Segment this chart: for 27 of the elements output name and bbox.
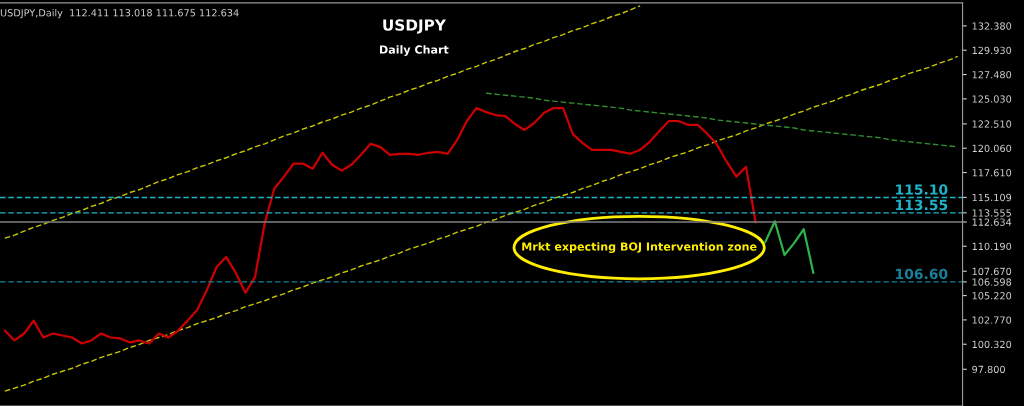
y-tick-label: 117.610 — [972, 169, 1012, 177]
annotation: USDJPY,Daily 112.411 113.018 111.675 112.634 — [0, 8, 239, 19]
y-tick-label: 129.930 — [972, 46, 1012, 55]
y-tick-label: 112.634 — [972, 218, 1012, 226]
y-tick-label: 127.480 — [972, 71, 1012, 79]
annotation: Mrkt expecting BOJ Intervention zone — [522, 242, 757, 253]
y-tick-label: 106.598 — [972, 278, 1012, 286]
y-tick-label: 120.060 — [972, 144, 1012, 153]
ref-line-label: 106.60 — [896, 268, 948, 280]
text: Daily Chart — [380, 45, 449, 57]
text: USDJPY — [383, 19, 447, 34]
ref-line-label: 113.55 — [896, 199, 948, 211]
y-tick-label: 97.800 — [972, 365, 1005, 374]
y-tick-label: 113.555 — [972, 209, 1011, 217]
y-tick-label: 105.220 — [972, 292, 1012, 300]
line-series — [4, 55, 959, 392]
y-tick-label: 122.510 — [972, 120, 1012, 128]
ref-line-label: 115.10 — [896, 184, 948, 195]
y-tick-label: 110.190 — [972, 242, 1012, 251]
line-series — [3, 106, 757, 345]
y-tick-label: 107.670 — [972, 267, 1012, 276]
y-tick-label: 132.380 — [972, 22, 1012, 30]
y-tick-label: 115.109 — [972, 193, 1012, 202]
y-tick-label: 102.770 — [972, 316, 1012, 324]
y-tick-label: 125.030 — [972, 95, 1012, 103]
y-tick-label: 100.320 — [972, 340, 1012, 349]
line-series — [764, 220, 815, 275]
